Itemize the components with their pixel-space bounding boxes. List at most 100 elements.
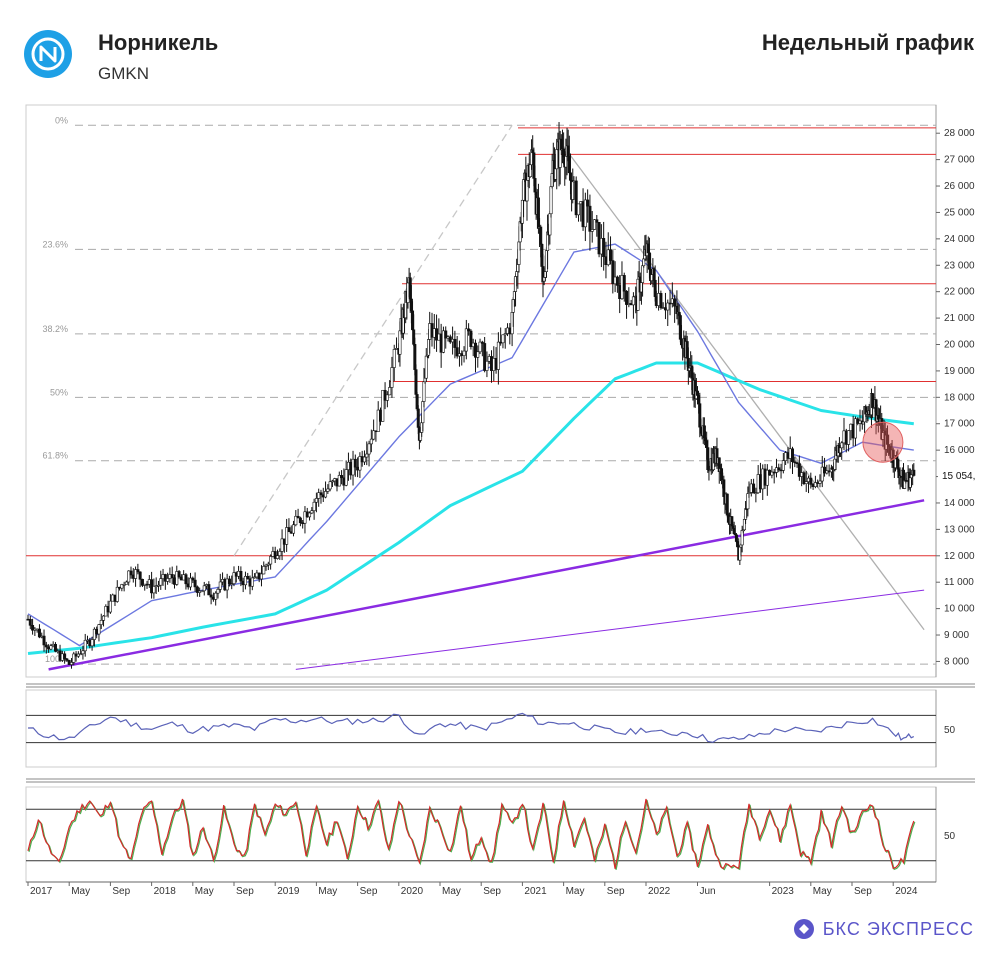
price-candle bbox=[312, 498, 316, 520]
price-candle bbox=[615, 275, 619, 293]
price-candle bbox=[42, 629, 46, 652]
price-candle bbox=[214, 591, 218, 606]
panel-tick-label: 50 bbox=[944, 831, 956, 842]
price-candle bbox=[129, 566, 133, 579]
price-candle bbox=[232, 566, 236, 587]
candle-body bbox=[422, 381, 426, 402]
fib-label: 23.6% bbox=[42, 239, 68, 249]
y-tick-label: 13 000 bbox=[944, 524, 975, 535]
candle-body bbox=[625, 290, 629, 305]
candle-body bbox=[303, 511, 307, 524]
candle-body bbox=[659, 293, 663, 308]
stochastic-series: 50 bbox=[26, 798, 956, 871]
y-tick-label: 28 000 bbox=[944, 128, 975, 139]
fib-label: 50% bbox=[50, 387, 68, 397]
candle-body bbox=[752, 483, 756, 494]
candle-body bbox=[191, 577, 195, 581]
price-candle bbox=[588, 194, 592, 251]
price-candle bbox=[175, 565, 179, 586]
stochastic-line bbox=[27, 798, 915, 870]
ma-long-line bbox=[27, 361, 914, 655]
candle-body bbox=[539, 226, 543, 245]
candle-body bbox=[97, 624, 101, 635]
diagonal-line bbox=[233, 124, 513, 557]
price-candle bbox=[372, 419, 376, 441]
price-candle bbox=[583, 192, 587, 242]
candle-body bbox=[218, 581, 222, 590]
candle-body bbox=[392, 349, 396, 368]
price-candle bbox=[253, 573, 257, 579]
x-tick-label: 2022 bbox=[648, 886, 671, 897]
price-candle bbox=[65, 658, 69, 662]
price-candle bbox=[390, 356, 394, 398]
y-tick-label: 10 000 bbox=[944, 604, 975, 615]
candle-body bbox=[765, 469, 769, 486]
price-candle bbox=[820, 455, 824, 488]
price-candle bbox=[259, 565, 263, 587]
price-candle bbox=[159, 570, 163, 590]
price-candle bbox=[912, 463, 916, 477]
candle-body bbox=[120, 584, 124, 589]
price-candle bbox=[485, 351, 489, 378]
price-candle bbox=[310, 507, 314, 515]
candle-body bbox=[69, 662, 73, 665]
price-candle bbox=[184, 573, 188, 590]
candle-body bbox=[340, 475, 344, 479]
price-candle bbox=[138, 571, 142, 588]
y-tick-label: 12 000 bbox=[944, 551, 975, 562]
candle-body bbox=[296, 515, 300, 519]
price-candle bbox=[853, 416, 857, 447]
candle-body bbox=[424, 355, 428, 379]
ma-short-line bbox=[27, 243, 914, 647]
candle-body bbox=[79, 653, 83, 656]
candle-body bbox=[42, 635, 46, 646]
candle-body bbox=[574, 180, 578, 216]
candle-body bbox=[414, 369, 418, 395]
price-candle bbox=[666, 299, 670, 327]
candle-body bbox=[388, 387, 392, 396]
price-candle bbox=[127, 570, 131, 586]
price-series bbox=[26, 122, 916, 669]
price-candle bbox=[287, 518, 291, 533]
candle-body bbox=[381, 389, 385, 422]
candle-body bbox=[308, 512, 312, 518]
candle-body bbox=[273, 551, 277, 559]
candle-body bbox=[31, 625, 35, 631]
price-candle bbox=[163, 573, 167, 590]
candle-body bbox=[496, 341, 500, 370]
price-candle bbox=[122, 581, 126, 592]
price-candle bbox=[362, 450, 366, 465]
candle-body bbox=[292, 524, 296, 534]
candle-body bbox=[416, 408, 420, 428]
moving-average-short bbox=[27, 243, 914, 647]
y-tick-label: 27 000 bbox=[944, 155, 975, 166]
price-candle bbox=[69, 658, 73, 669]
price-candle bbox=[781, 453, 785, 474]
price-candle bbox=[595, 214, 599, 237]
candle-body bbox=[278, 551, 282, 556]
price-candle bbox=[793, 456, 797, 468]
candle-body bbox=[156, 584, 160, 587]
candle-body bbox=[92, 628, 96, 640]
candle-body bbox=[840, 442, 844, 449]
price-candle bbox=[840, 441, 844, 460]
price-candle bbox=[847, 430, 851, 452]
candle-body bbox=[588, 205, 592, 232]
candle-body bbox=[802, 472, 806, 484]
price-candle bbox=[330, 479, 334, 487]
candle-body bbox=[102, 615, 106, 621]
price-candle bbox=[611, 250, 615, 294]
trend-line bbox=[48, 499, 925, 671]
price-candle bbox=[593, 219, 597, 231]
price-candle bbox=[802, 470, 806, 486]
candle-body bbox=[813, 482, 817, 487]
candle-body bbox=[195, 586, 199, 593]
price-candle bbox=[365, 441, 369, 466]
candle-body bbox=[266, 563, 270, 566]
price-candle bbox=[92, 627, 96, 647]
price-candle bbox=[478, 338, 482, 355]
candle-body bbox=[365, 453, 369, 458]
price-candle bbox=[659, 290, 663, 310]
x-axis-ticks: 2017 May Sep 2018 May Sep 2019 May Sep 2020 May Sep… bbox=[27, 882, 918, 897]
